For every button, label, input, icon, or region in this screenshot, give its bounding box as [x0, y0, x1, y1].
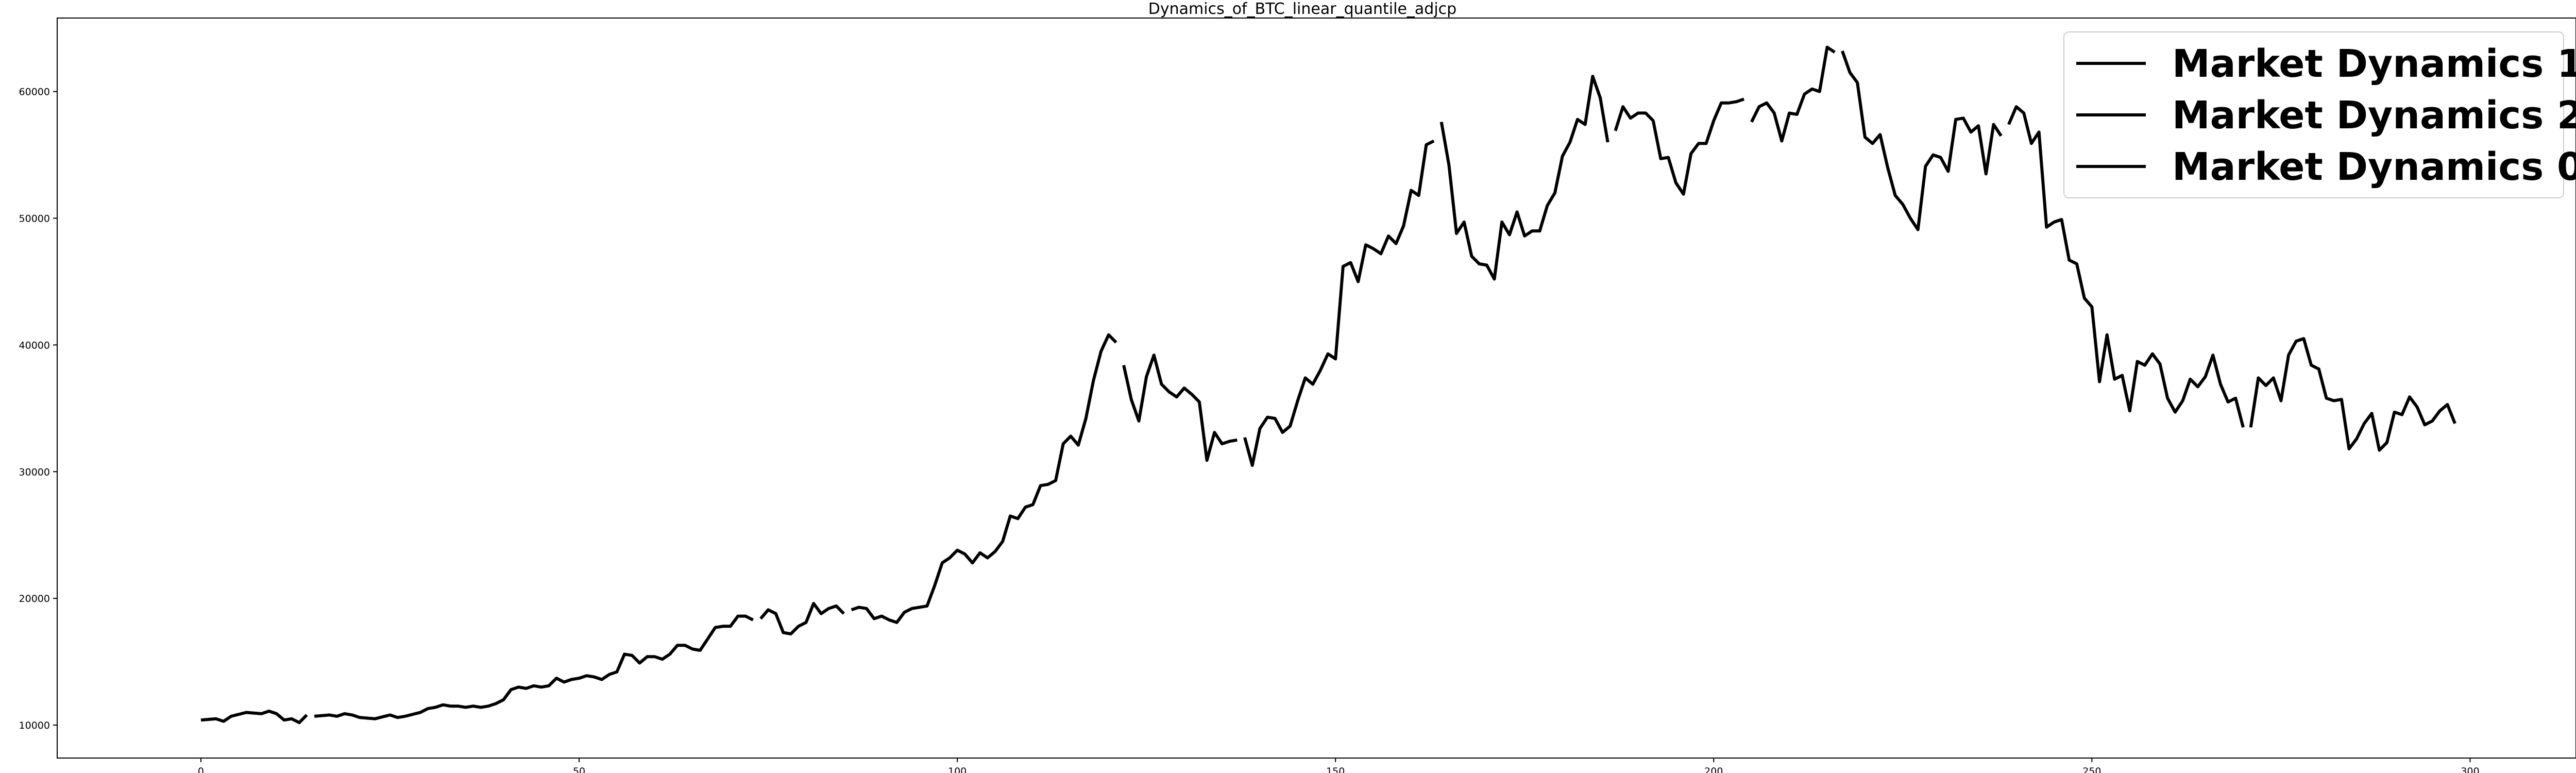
plot-lines	[200, 45, 2456, 725]
series-line-segment	[314, 614, 754, 720]
y-tick-label: 40000	[19, 340, 50, 351]
chart-title: Dynamics_of_BTC_linear_quantile_adjcp	[1148, 0, 1456, 18]
legend-label: Market Dynamics 0	[2172, 145, 2576, 189]
legend: Market Dynamics 1 Market Dynamics 2 Market…	[2063, 31, 2576, 198]
x-tick-label: 0	[198, 766, 204, 773]
series-line-segment	[851, 333, 1117, 624]
series-line-segment	[1243, 139, 1435, 467]
legend-box	[2063, 31, 2564, 198]
x-tick-label: 50	[573, 766, 585, 773]
series-line-segment	[1122, 354, 1238, 462]
series-1	[200, 602, 845, 725]
x-axis: 0 50 100 150 200 250 300	[198, 758, 2480, 773]
y-tick-label: 50000	[19, 213, 50, 225]
x-tick-label: 250	[2082, 766, 2101, 773]
y-tick-label: 60000	[19, 87, 50, 98]
y-tick-label: 10000	[19, 720, 50, 731]
series-line-segment	[2249, 337, 2456, 452]
legend-label: Market Dynamics 2	[2172, 93, 2576, 138]
x-tick-label: 100	[948, 766, 967, 773]
x-tick-label: 300	[2461, 766, 2479, 773]
series-3	[1439, 45, 2456, 452]
series-line-segment	[200, 710, 308, 725]
plot-frame	[57, 18, 2576, 759]
series-2	[851, 139, 1435, 624]
series-line-segment	[1841, 50, 2003, 231]
y-tick-label: 30000	[19, 466, 50, 478]
series-line-segment	[1439, 75, 1609, 281]
series-line-segment	[2007, 105, 2245, 428]
x-tick-label: 200	[1704, 766, 1723, 773]
y-tick-label: 20000	[19, 593, 50, 604]
x-tick-label: 150	[1326, 766, 1345, 773]
series-line-segment	[1614, 97, 1744, 196]
series-line-segment	[1750, 45, 1836, 143]
y-axis: 10000 20000 30000 40000 50000 60000	[19, 87, 57, 731]
legend-label: Market Dynamics 1	[2172, 42, 2576, 86]
series-line-segment	[759, 602, 845, 635]
